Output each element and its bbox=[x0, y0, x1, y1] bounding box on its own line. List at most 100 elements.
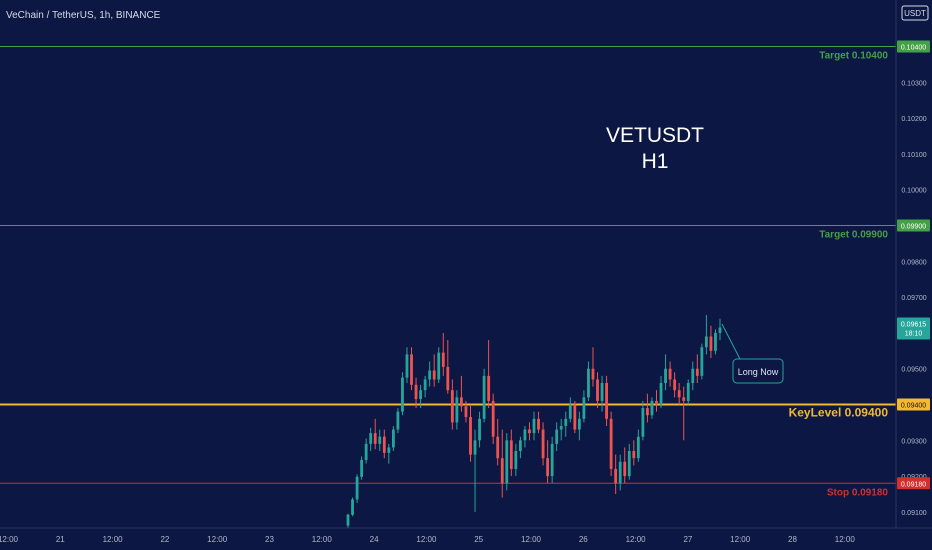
candle bbox=[541, 422, 545, 466]
candle bbox=[460, 375, 463, 412]
x-tick-label: 25 bbox=[474, 535, 483, 544]
candle-body bbox=[564, 418, 568, 426]
candle bbox=[673, 372, 677, 398]
candle-body bbox=[591, 368, 595, 380]
candle bbox=[704, 315, 708, 355]
candle-body bbox=[369, 433, 373, 444]
candle bbox=[546, 440, 550, 484]
candle-body bbox=[673, 379, 677, 391]
candle bbox=[636, 429, 640, 462]
candle bbox=[709, 325, 713, 358]
candle bbox=[695, 354, 699, 384]
x-tick-label: 12:00 bbox=[835, 535, 856, 544]
candle-body bbox=[605, 383, 608, 419]
chart-subtitle: H1 bbox=[642, 150, 669, 173]
candle-body bbox=[555, 429, 559, 444]
x-tick-label: 12:00 bbox=[312, 535, 333, 544]
level-price-tag bbox=[897, 219, 930, 232]
candle bbox=[419, 384, 422, 409]
candle-body bbox=[518, 440, 522, 452]
candle bbox=[559, 418, 563, 441]
last-price-value: 0.09615 bbox=[901, 322, 926, 329]
candle-body bbox=[364, 443, 368, 460]
candle-body bbox=[541, 429, 545, 459]
candle bbox=[587, 361, 590, 401]
candle bbox=[382, 429, 386, 459]
candle bbox=[428, 361, 432, 387]
candle-body bbox=[587, 368, 590, 398]
candle bbox=[596, 372, 599, 409]
candle-body bbox=[496, 436, 500, 459]
x-tick-label: 27 bbox=[683, 535, 692, 544]
candle-body bbox=[695, 368, 699, 376]
candle-body bbox=[505, 440, 509, 484]
price-tags: 0.10400 0.09900 0.09400 0.09180 0.09615 18:10 bbox=[897, 40, 930, 490]
candle bbox=[432, 354, 436, 387]
candle bbox=[441, 332, 445, 376]
candle bbox=[523, 425, 527, 448]
candle-body bbox=[410, 354, 413, 385]
candle bbox=[623, 447, 627, 484]
long-now-callout[interactable]: Long Now bbox=[721, 323, 784, 384]
level-price-tag-text: 0.10400 bbox=[901, 45, 926, 52]
candle-body bbox=[600, 383, 604, 401]
last-price-tag bbox=[897, 317, 930, 340]
candle-body bbox=[582, 397, 586, 419]
candle bbox=[641, 400, 645, 441]
x-tick-label: 26 bbox=[579, 535, 588, 544]
candle-body bbox=[405, 354, 409, 378]
level-label: Target 0.09900 bbox=[819, 230, 888, 241]
candle bbox=[568, 397, 572, 423]
candle-body bbox=[401, 377, 404, 412]
candle bbox=[455, 390, 459, 430]
candle bbox=[346, 513, 350, 528]
candle bbox=[355, 474, 359, 503]
candle-body bbox=[677, 390, 681, 398]
candle bbox=[396, 408, 400, 434]
candle bbox=[437, 347, 441, 384]
candle-body bbox=[627, 451, 631, 477]
candle bbox=[691, 361, 695, 391]
candle bbox=[564, 411, 568, 437]
candle-body bbox=[714, 332, 717, 351]
candle-body bbox=[709, 336, 713, 351]
x-axis-ticks: 12:00 21 12:00 22 12:00 23 12:00 24 12:00 25 12:00… bbox=[0, 535, 855, 544]
currency-badge[interactable]: USDT bbox=[904, 9, 926, 18]
candle-body bbox=[618, 461, 622, 484]
candle-body bbox=[396, 411, 400, 430]
candle bbox=[532, 411, 536, 441]
candle bbox=[360, 456, 364, 480]
candle-body bbox=[559, 425, 563, 430]
price-scale-panel[interactable] bbox=[896, 0, 932, 528]
currency-badge-box[interactable] bbox=[901, 5, 929, 21]
x-tick-label: 12:00 bbox=[207, 535, 228, 544]
y-tick-label: 0.09300 bbox=[901, 438, 926, 445]
candle-body bbox=[419, 390, 422, 400]
y-tick-label: 0.09100 bbox=[901, 510, 926, 517]
candle bbox=[668, 361, 672, 387]
time-axis-panel[interactable] bbox=[0, 528, 932, 550]
candle-body bbox=[646, 408, 649, 416]
candle-body bbox=[691, 368, 695, 384]
x-tick-label: 12:00 bbox=[416, 535, 437, 544]
candle-body bbox=[478, 418, 481, 441]
last-price-countdown: 18:10 bbox=[905, 331, 923, 338]
candle-body bbox=[641, 408, 645, 437]
candle-body bbox=[514, 451, 518, 469]
candle-body bbox=[360, 459, 364, 477]
candle bbox=[491, 393, 495, 444]
candle bbox=[473, 429, 477, 512]
candle bbox=[373, 418, 377, 450]
level-lines bbox=[0, 46, 896, 484]
callout-text: Long Now bbox=[738, 367, 779, 377]
level-price-tag bbox=[897, 398, 930, 411]
candle bbox=[364, 438, 368, 464]
candle-body bbox=[632, 451, 636, 459]
candle bbox=[573, 400, 577, 434]
candle bbox=[609, 411, 613, 477]
level-price-tag bbox=[897, 477, 930, 490]
symbol-title: VeChain / TetherUS, 1h, BINANCE bbox=[6, 10, 161, 21]
candle bbox=[405, 347, 409, 384]
